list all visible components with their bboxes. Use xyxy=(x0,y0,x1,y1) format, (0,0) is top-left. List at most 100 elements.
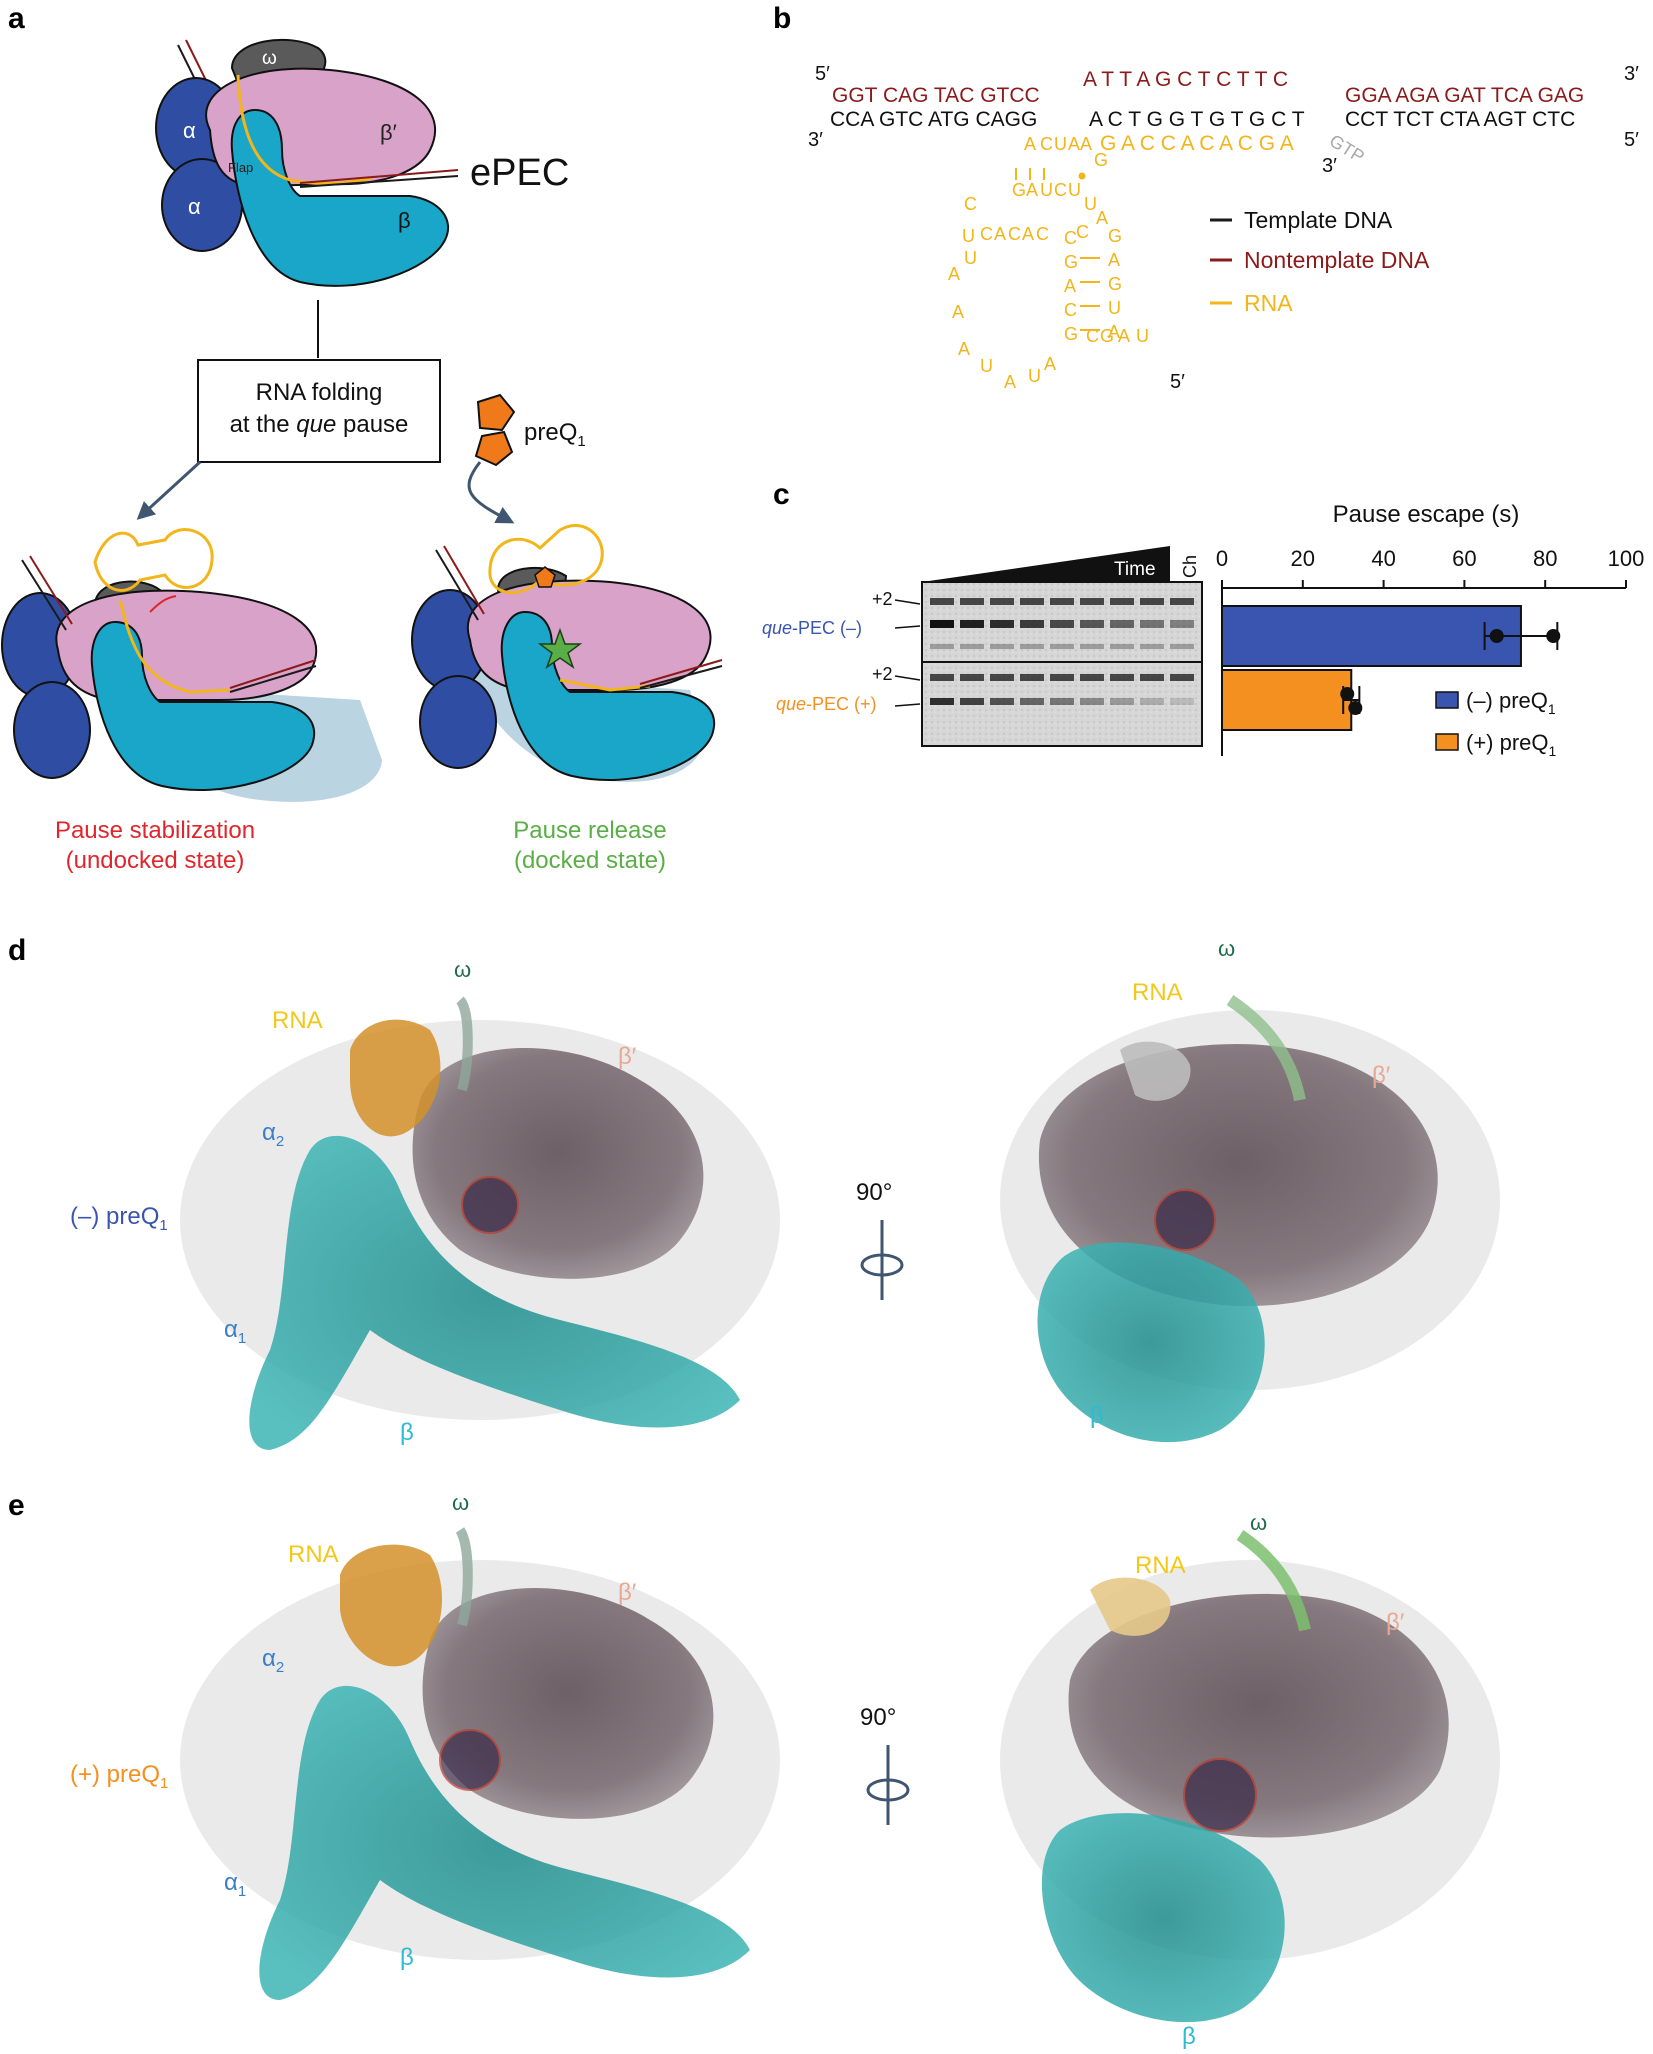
beta-density xyxy=(259,1685,750,2000)
rna-density xyxy=(1090,1577,1171,1636)
rna-label-side: RNA xyxy=(1135,1552,1186,1579)
hairpin-base: A xyxy=(1108,322,1120,342)
legend-plus-label: (+) preQ1 xyxy=(1466,730,1557,759)
gel-plus2-bottom: +2 xyxy=(872,664,893,684)
gel-band xyxy=(1140,620,1164,628)
omega-density xyxy=(455,1527,473,1627)
active-site xyxy=(1183,1758,1257,1832)
folding-box-line1: RNA folding xyxy=(256,379,383,406)
hairpin-base: C xyxy=(1064,300,1077,320)
hairpin-base: C xyxy=(964,194,977,214)
cryoem-map-front xyxy=(180,1527,780,2000)
panel-b-letter: b xyxy=(773,2,791,35)
hairpin-base: A xyxy=(994,224,1006,244)
hairpin-base: A xyxy=(1118,326,1130,346)
gel-band xyxy=(930,620,954,628)
alpha-subunit xyxy=(419,675,497,769)
beta-label-side: β xyxy=(1182,2023,1196,2050)
gel-band xyxy=(1170,620,1194,628)
hairpin-base: A xyxy=(1024,134,1036,154)
x-tick-label: 0 xyxy=(1216,546,1228,571)
hairpin-base: G xyxy=(1064,252,1078,272)
rna-seq: G A C C A C A C G A xyxy=(1100,132,1294,155)
active-site xyxy=(1154,1189,1216,1251)
beta-label: β xyxy=(398,208,411,233)
beta-label: β xyxy=(400,1944,414,1971)
gel-band xyxy=(960,644,984,649)
panel-d: d ω RNA β′ α2 (–) preQ1 α1 β 90° xyxy=(8,934,1500,1450)
hairpin-base: U xyxy=(1068,180,1081,200)
beta-subunit xyxy=(230,108,450,287)
x-tick-label: 60 xyxy=(1452,546,1476,571)
dna-exit xyxy=(639,665,723,689)
gel-image: Time Ch +2 que-PEC (–) +2 que-PEC (+) xyxy=(762,546,1203,747)
rotation-label: 90° xyxy=(860,1704,896,1731)
rna-label-side: RNA xyxy=(1132,979,1183,1006)
t-seq-left: CCA GTC ATG CAGG xyxy=(830,108,1037,131)
gel-band xyxy=(1020,644,1044,649)
dna-strand xyxy=(443,545,485,615)
hairpin-base: U xyxy=(980,356,993,376)
hairpin-base: A xyxy=(1044,354,1056,374)
hairpin-base: U xyxy=(1054,134,1067,154)
gel-tick xyxy=(894,675,921,681)
panel-a: a ω α α β′ β Flap ePEC RNA folding at th… xyxy=(1,2,723,874)
x-tick-label: 20 xyxy=(1291,546,1315,571)
rna-hairpin xyxy=(488,523,604,595)
gel-band xyxy=(1170,698,1194,705)
folding-box-line2: at the que pause xyxy=(230,411,409,438)
gel-band xyxy=(1140,644,1164,649)
dna-exit xyxy=(299,175,459,188)
docked-caption-1: Pause release xyxy=(513,817,666,844)
gel-band xyxy=(990,698,1014,705)
undocked-caption-2: (undocked state) xyxy=(66,847,245,874)
hairpin-base: C xyxy=(980,224,993,244)
hairpin-base: A xyxy=(1064,276,1076,296)
legend-plus-swatch xyxy=(1435,733,1459,751)
gel-band xyxy=(1020,620,1044,628)
gel-band xyxy=(1080,598,1104,605)
gel-band xyxy=(1110,674,1134,681)
gel-band xyxy=(1050,598,1074,605)
beta-density xyxy=(249,1135,740,1450)
hairpin-base: C xyxy=(1064,228,1077,248)
hairpin-base: U xyxy=(962,226,975,246)
beta-density xyxy=(1041,1813,1285,2023)
gel-band xyxy=(990,598,1014,605)
dna-exit xyxy=(299,169,459,184)
hairpin-base: G xyxy=(1100,326,1114,346)
hairpin-base: A xyxy=(952,302,964,322)
time-wedge xyxy=(922,546,1170,582)
preq1-ring xyxy=(476,393,516,432)
legend-minus-label: (–) preQ1 xyxy=(1466,688,1556,717)
panel-b: b 5′ GGT CAG TAC GTCC A T T A G C T C T … xyxy=(773,2,1639,393)
panel-c-letter: c xyxy=(773,478,790,511)
dna-exit xyxy=(639,659,723,685)
hairpin-base: A xyxy=(1004,372,1016,392)
t-5prime: 5′ xyxy=(1624,129,1639,151)
active-site xyxy=(461,1176,519,1234)
x-tick-label: 40 xyxy=(1371,546,1395,571)
beta-prime-label: β′ xyxy=(618,1579,637,1606)
gel-band xyxy=(1050,644,1074,649)
gel-background xyxy=(921,581,1203,747)
undocked-caption-1: Pause stabilization xyxy=(55,817,255,844)
hairpin-base: C xyxy=(1040,134,1053,154)
star-icon xyxy=(537,627,583,669)
gel-band xyxy=(1050,620,1074,628)
legend-rna-label: RNA xyxy=(1244,290,1293,316)
epec-label: ePEC xyxy=(470,152,569,194)
hairpin-base: U xyxy=(1084,194,1097,214)
rna-label: RNA xyxy=(288,1541,339,1568)
panel-e-letter: e xyxy=(8,1489,25,1522)
gel-band xyxy=(1080,644,1104,649)
hairpin-base: A xyxy=(958,339,970,359)
gel-band xyxy=(1080,620,1104,628)
flap-arrow xyxy=(149,595,177,613)
hairpin-base: A xyxy=(1026,180,1038,200)
gel-band xyxy=(930,644,954,649)
gel-band xyxy=(990,644,1014,649)
hairpin-base: U xyxy=(1136,326,1149,346)
gel-band xyxy=(1050,698,1074,705)
gel-tick xyxy=(894,625,921,629)
